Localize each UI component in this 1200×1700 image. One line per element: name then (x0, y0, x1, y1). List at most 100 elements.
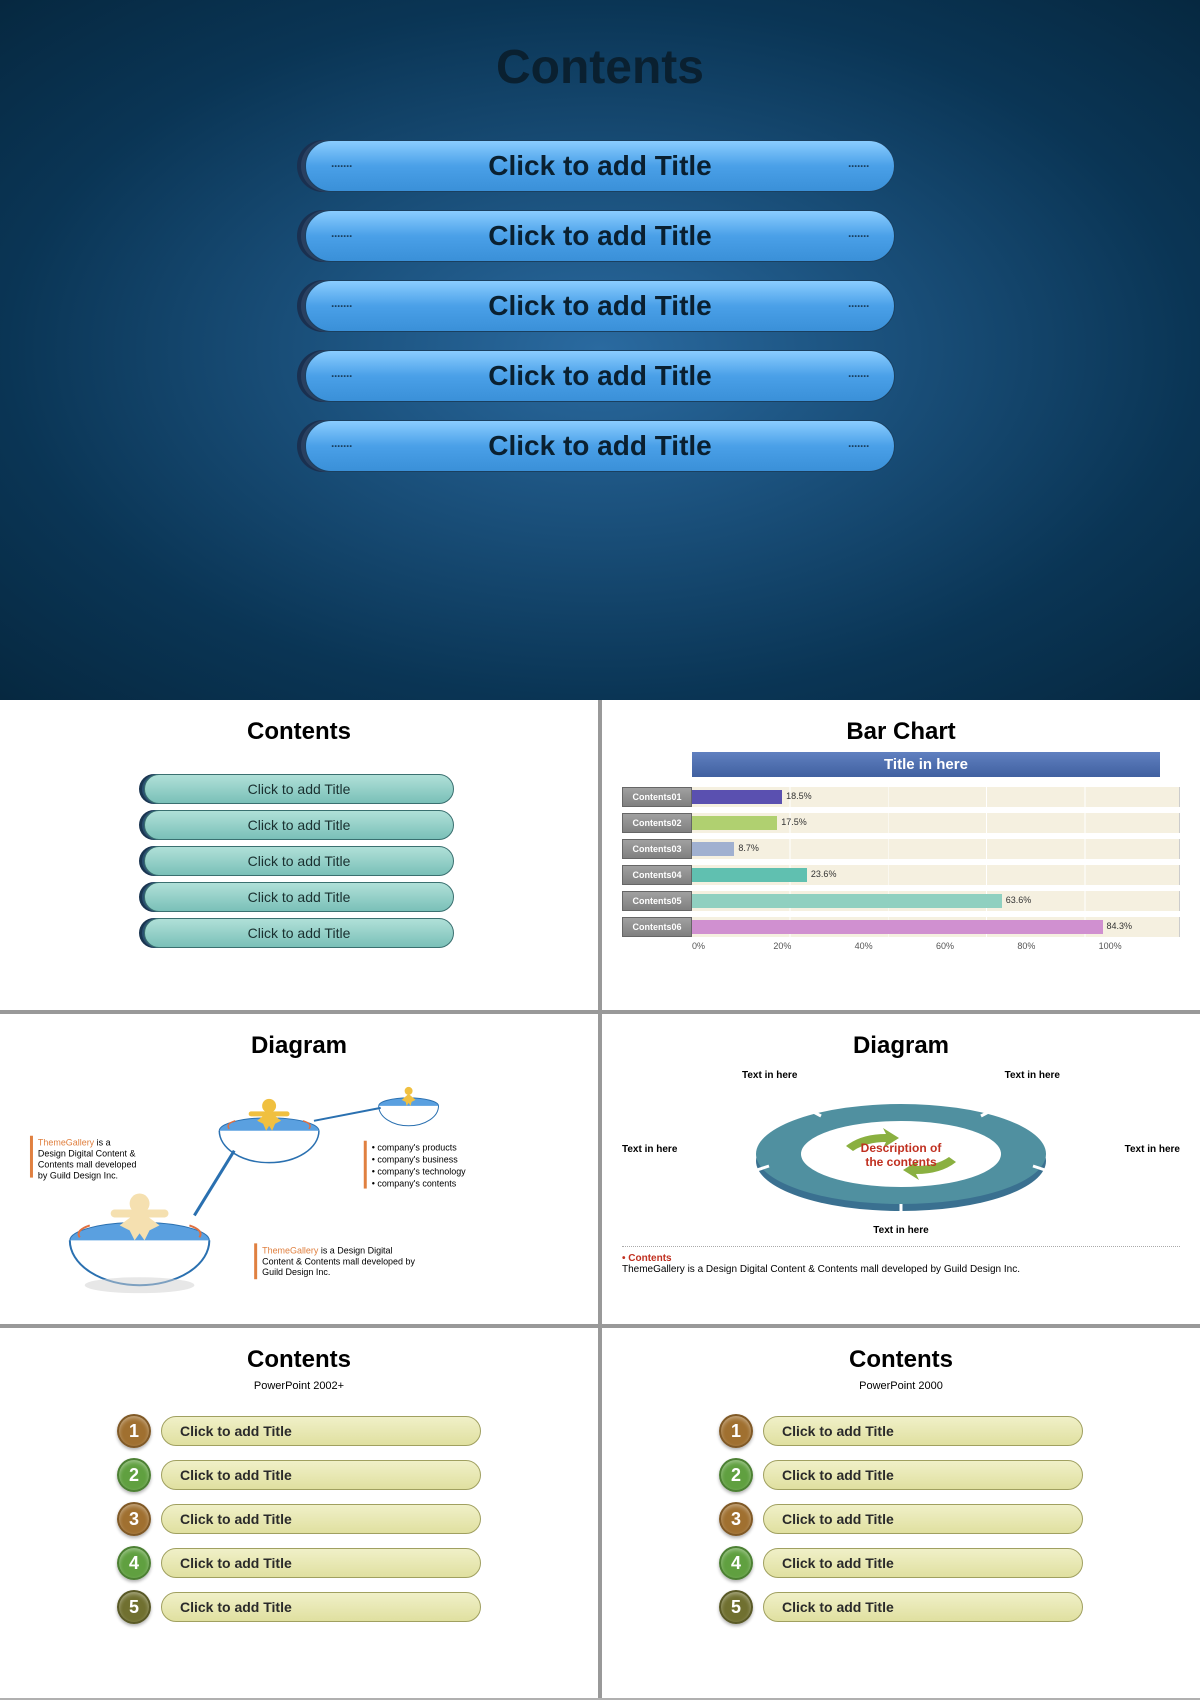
numbered-row[interactable]: 4 Click to add Title (719, 1546, 1083, 1580)
numbered-label: Click to add Title (161, 1548, 481, 1578)
ring-label-l: Text in here (622, 1144, 677, 1155)
ring-footer: • Contents ThemeGallery is a Design Digi… (622, 1246, 1180, 1275)
numbered-row[interactable]: 2 Click to add Title (117, 1458, 481, 1492)
numbered-row[interactable]: 1 Click to add Title (719, 1414, 1083, 1448)
barchart-row: Contents0684.3% (622, 915, 1180, 939)
bar-label: Contents05 (622, 891, 692, 911)
numbered-label: Click to add Title (763, 1504, 1083, 1534)
ring-svg: Description of the contents (691, 1066, 1111, 1236)
barchart-row: Contents0563.6% (622, 889, 1180, 913)
svg-text:ThemeGallery is a: ThemeGallery is a (38, 1138, 111, 1148)
mini-pill[interactable]: Click to add Title (144, 774, 454, 804)
mini-pill[interactable]: Click to add Title (144, 882, 454, 912)
barchart-area: Title in here Contents0118.5%Contents021… (622, 752, 1180, 951)
ring-label-r: Text in here (1125, 1144, 1180, 1155)
number-badge: 1 (117, 1414, 151, 1448)
main-pill[interactable]: ·······Click to add Title······· (305, 280, 895, 332)
svg-text:Design Digital Content &: Design Digital Content & (38, 1149, 136, 1159)
svg-text:ThemeGallery is a Design Digit: ThemeGallery is a Design Digital (262, 1245, 392, 1255)
cell-mini-contents: Contents Click to add TitleClick to add … (0, 700, 598, 1010)
num-a-title: Contents (247, 1346, 351, 1374)
num-a-sub: PowerPoint 2002+ (254, 1380, 344, 1392)
numbered-label: Click to add Title (763, 1460, 1083, 1490)
bar-label: Contents06 (622, 917, 692, 937)
numbered-label: Click to add Title (763, 1548, 1083, 1578)
mini-pill[interactable]: Click to add Title (144, 918, 454, 948)
ring-label-tl: Text in here (742, 1070, 797, 1081)
numbered-row[interactable]: 5 Click to add Title (719, 1590, 1083, 1624)
numbered-label: Click to add Title (161, 1504, 481, 1534)
cell-diagram1: Diagram (0, 1014, 598, 1324)
diagram1-title: Diagram (251, 1032, 347, 1060)
ring-footer-text: ThemeGallery is a Design Digital Content… (622, 1264, 1180, 1275)
number-badge: 2 (719, 1458, 753, 1492)
main-title: Contents (496, 40, 704, 95)
pill-stack: ·······Click to add Title······· ·······C… (305, 140, 895, 472)
number-badge: 1 (719, 1414, 753, 1448)
numbered-row[interactable]: 3 Click to add Title (719, 1502, 1083, 1536)
barchart-row: Contents0423.6% (622, 863, 1180, 887)
number-badge: 5 (117, 1590, 151, 1624)
thumbnail-grid: Contents Click to add TitleClick to add … (0, 700, 1200, 1698)
ring-label-b: Text in here (873, 1225, 928, 1236)
barchart-axis: 0%20%40%60%80%100% (692, 941, 1180, 951)
number-badge: 5 (719, 1590, 753, 1624)
svg-text:the contents: the contents (865, 1155, 937, 1169)
svg-text:Contents mall developed: Contents mall developed (38, 1160, 137, 1170)
main-slide: Contents ·······Click to add Title······… (0, 0, 1200, 700)
ring-wrap: Description of the contents Text in here… (622, 1066, 1180, 1236)
mini-pill[interactable]: Click to add Title (144, 810, 454, 840)
svg-text:Guild Design Inc.: Guild Design Inc. (262, 1267, 330, 1277)
mini-pill[interactable]: Click to add Title (144, 846, 454, 876)
num-b-stack: 1Click to add Title2Click to add Title3C… (719, 1414, 1083, 1624)
barchart-row: Contents0118.5% (622, 785, 1180, 809)
num-b-title: Contents (849, 1346, 953, 1374)
ring-footer-h: • Contents (622, 1253, 1180, 1264)
barchart-header: Title in here (692, 752, 1160, 777)
svg-text:• company's products: • company's products (372, 1143, 457, 1153)
numbered-label: Click to add Title (161, 1592, 481, 1622)
numbered-row[interactable]: 1 Click to add Title (117, 1414, 481, 1448)
svg-text:• company's business: • company's business (372, 1155, 458, 1165)
number-badge: 4 (719, 1546, 753, 1580)
cell-diagram2: Diagram Description of the contents Text… (602, 1014, 1200, 1324)
numbered-row[interactable]: 2 Click to add Title (719, 1458, 1083, 1492)
numbered-label: Click to add Title (763, 1416, 1083, 1446)
bar-label: Contents03 (622, 839, 692, 859)
barchart-row: Contents038.7% (622, 837, 1180, 861)
ring-label-tr: Text in here (1005, 1070, 1060, 1081)
numbered-label: Click to add Title (161, 1460, 481, 1490)
svg-text:Description of: Description of (861, 1141, 943, 1155)
number-badge: 2 (117, 1458, 151, 1492)
num-a-stack: 1Click to add Title2Click to add Title3C… (117, 1414, 481, 1624)
number-badge: 3 (117, 1502, 151, 1536)
main-pill[interactable]: ·······Click to add Title······· (305, 420, 895, 472)
svg-text:• company's contents: • company's contents (372, 1179, 457, 1189)
num-b-sub: PowerPoint 2000 (859, 1380, 943, 1392)
svg-text:Content & Contents mall develo: Content & Contents mall developed by (262, 1256, 415, 1266)
main-pill[interactable]: ·······Click to add Title······· (305, 140, 895, 192)
diagram1-svg: ThemeGallery is a Design Digital Content… (20, 1066, 578, 1295)
cell-barchart: Bar Chart Title in here Contents0118.5%C… (602, 700, 1200, 1010)
numbered-label: Click to add Title (763, 1592, 1083, 1622)
bar-label: Contents01 (622, 787, 692, 807)
svg-text:• company's technology: • company's technology (372, 1167, 466, 1177)
svg-text:by Guild Design Inc.: by Guild Design Inc. (38, 1171, 118, 1181)
number-badge: 3 (719, 1502, 753, 1536)
main-pill[interactable]: ·······Click to add Title······· (305, 210, 895, 262)
number-badge: 4 (117, 1546, 151, 1580)
numbered-row[interactable]: 3 Click to add Title (117, 1502, 481, 1536)
main-pill[interactable]: ·······Click to add Title······· (305, 350, 895, 402)
diagram2-title: Diagram (853, 1032, 949, 1060)
cell-numbered-b: Contents PowerPoint 2000 1 Click to add T… (602, 1328, 1200, 1698)
mini-title: Contents (247, 718, 351, 746)
bar-label: Contents02 (622, 813, 692, 833)
mini-pill-stack: Click to add Title Click to add Title Clic… (144, 774, 454, 948)
bar-label: Contents04 (622, 865, 692, 885)
numbered-label: Click to add Title (161, 1416, 481, 1446)
barchart-row: Contents0217.5% (622, 811, 1180, 835)
numbered-row[interactable]: 5 Click to add Title (117, 1590, 481, 1624)
numbered-row[interactable]: 4 Click to add Title (117, 1546, 481, 1580)
barchart-title: Bar Chart (846, 718, 955, 746)
cell-numbered-a: Contents PowerPoint 2002+ 1 Click to add … (0, 1328, 598, 1698)
